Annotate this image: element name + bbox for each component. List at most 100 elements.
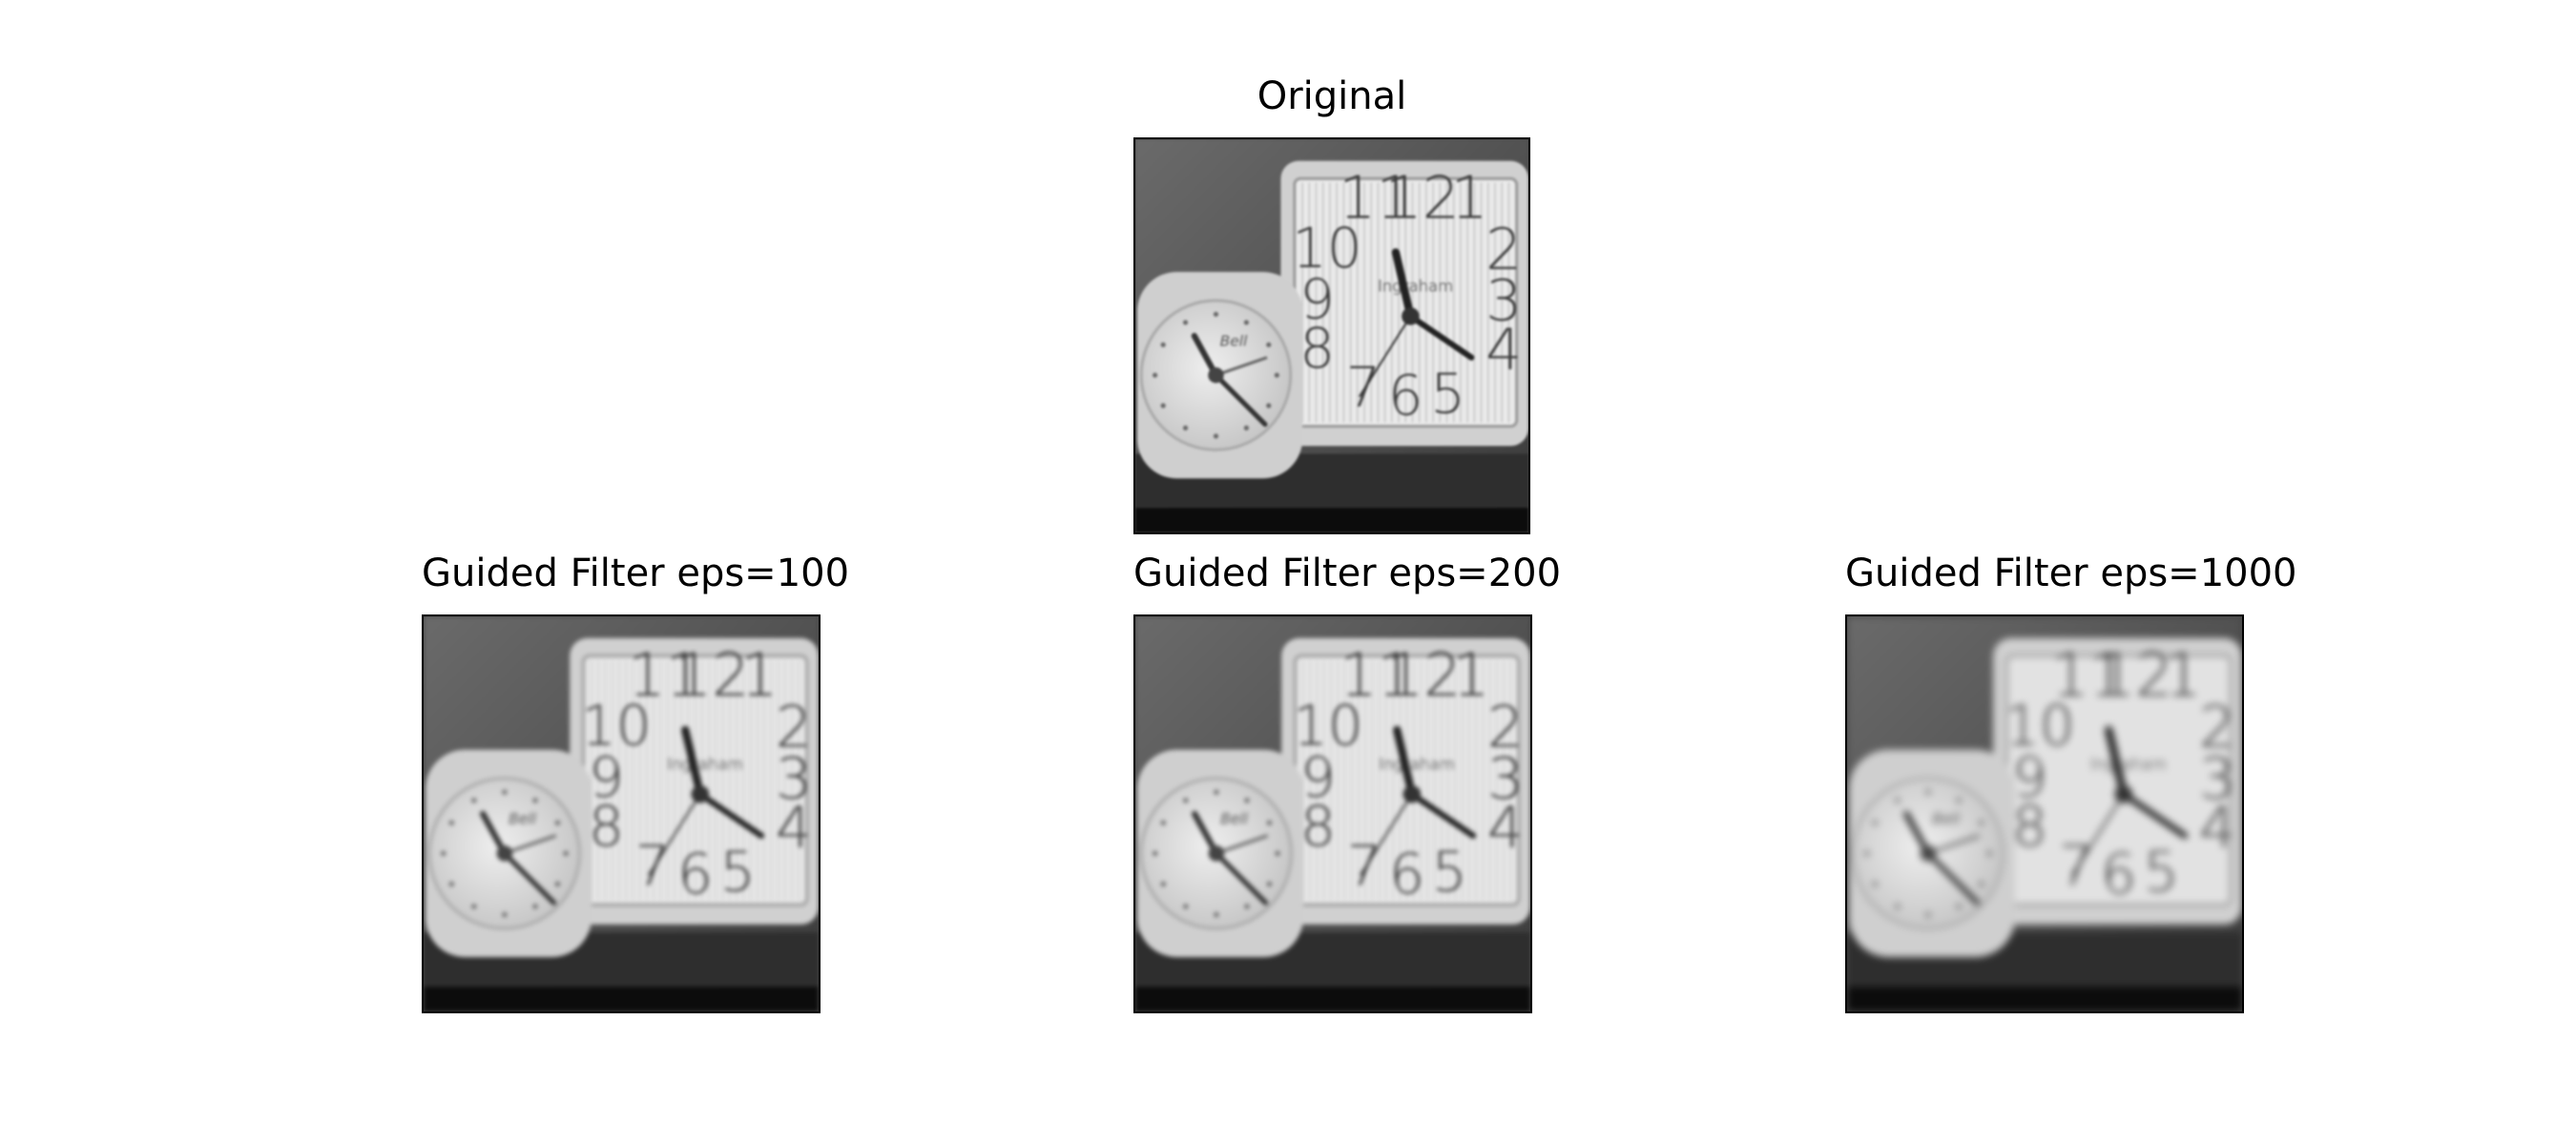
second-hand [2071,793,2125,876]
clock-numeral: 4 [1487,795,1524,862]
clock-numeral: 2 [1487,695,1524,761]
tick-mark [1925,789,1931,795]
second-hand [648,793,701,876]
small-alarm-hand [1215,834,1269,855]
clock-numeral: 5 [1432,840,1467,905]
bottom-shadow [1847,987,2242,1011]
panel-title: Guided Filter eps=200 [1133,552,1562,595]
minute-hand [1408,791,1477,839]
tick-mark [532,904,538,909]
clock-numeral: 7 [2059,834,2094,899]
clock-numeral: 12 [1384,163,1460,232]
clock-numeral: 1 [740,640,779,710]
clock-numeral: 7 [1347,834,1382,899]
tick-mark [1978,820,1984,825]
tick-mark [1183,798,1189,803]
clock-numeral: 12 [2098,640,2173,710]
tick-mark [532,798,538,803]
tick-mark [471,904,477,909]
clock-numeral: 8 [1300,794,1336,859]
hour-hand [1391,248,1415,321]
clock-numeral: 9 [2012,744,2047,809]
clock-numeral: 5 [2144,840,2179,905]
small-minute-hand [502,850,557,906]
tick-mark [1266,342,1272,347]
clock-numeral: 8 [589,794,624,859]
brand-label: Ingraham [667,755,743,773]
small-hand-hub [1208,366,1224,384]
bottom-shadow [424,987,819,1011]
clock-numeral: 11 [1339,163,1414,232]
hour-hand [2105,725,2128,799]
image-eps-200: 11 12 1 10 2 9 3 8 4 7 6 5 Ingraham Bell [1133,614,1532,1013]
clock-numeral: 4 [776,795,812,862]
tick-mark [1183,904,1189,909]
tick-mark [1160,881,1166,887]
tick-mark [1214,911,1219,918]
clock-numeral: 7 [1346,355,1381,420]
tick-mark [1213,311,1219,317]
clock-numeral: 2 [776,695,812,761]
tick-mark [1872,881,1878,887]
clock-numeral: 12 [1386,640,1462,710]
clock-numeral: 6 [2101,842,2136,906]
clock-numeral: 11 [2051,640,2127,710]
clock-numeral: 8 [1299,316,1335,381]
small-brand-label: Bell [1932,810,1961,827]
tick-mark [1182,425,1189,431]
tick-mark [1864,850,1870,856]
small-alarm-hand [504,834,557,855]
tick-mark [1956,904,1962,909]
tick-mark [1266,881,1273,887]
panel-eps-1000: Guided Filter eps=1000 11 12 1 10 2 9 3 8 4 7 6 5 In… [1845,542,2297,1013]
bottom-shadow [1135,508,1528,532]
minute-hand [1407,313,1475,361]
clock-numeral: 6 [1389,842,1424,906]
tick-mark [554,881,561,887]
clock-numeral: 11 [628,640,703,710]
clock-numeral: 9 [1300,744,1336,809]
tick-mark [1153,850,1158,856]
tick-mark [502,911,508,918]
clock-numeral: 9 [1299,266,1335,331]
tick-mark [1244,798,1250,803]
small-minute-hand [1925,850,1981,906]
second-hand [1360,793,1413,876]
panel-title: Guided Filter eps=1000 [1845,552,2297,595]
brand-label: Ingraham [2090,755,2167,773]
tick-mark [563,850,569,856]
tick-mark [1895,904,1901,909]
tick-mark [1214,789,1219,795]
clock-numeral: 4 [1485,318,1522,384]
clock-numeral: 10 [1292,216,1361,281]
tick-mark [1213,433,1219,439]
small-hand-hub [496,845,513,862]
tick-mark [1872,820,1878,825]
hand-hub [1402,784,1422,803]
panel-eps-100: Guided Filter eps=100 11 12 1 10 2 9 3 8 4 7 6 5 Ing… [422,542,849,1013]
small-minute-hand [1213,372,1268,427]
clock-numeral: 1 [2164,640,2202,710]
tick-mark [448,881,454,887]
clock-numeral: 7 [635,834,671,899]
tick-mark [1160,820,1166,825]
tick-mark [1243,320,1249,325]
small-hand-hub [1920,845,1937,862]
image-eps-100: 11 12 1 10 2 9 3 8 4 7 6 5 Ingraham Bell [422,614,821,1013]
clock-numeral: 11 [1340,640,1415,710]
tick-mark [554,820,561,825]
clock-numeral: 3 [1485,269,1522,335]
hand-hub [2114,784,2133,803]
clock-numeral: 2 [2199,695,2235,761]
tick-mark [502,789,508,795]
tick-mark [1244,904,1250,909]
small-minute-hand [1214,850,1269,906]
clock-numeral: 6 [1388,363,1423,427]
hour-hand [681,725,704,799]
clock-numeral: 1 [1451,163,1488,232]
small-alarm-hand [1215,356,1268,377]
clock-numeral: 3 [1487,745,1524,812]
clock-numeral: 3 [776,745,812,812]
